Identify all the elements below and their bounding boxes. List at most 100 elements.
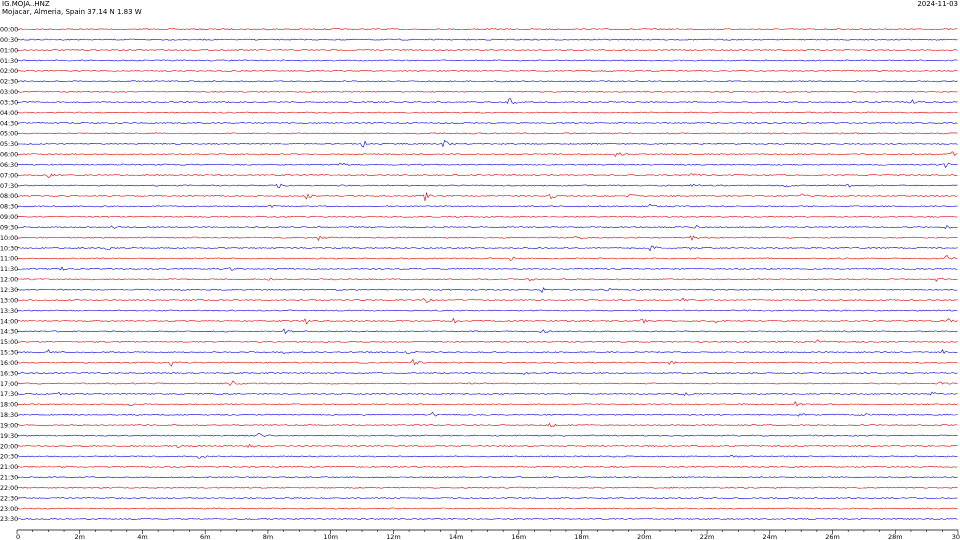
trace-row <box>16 235 958 242</box>
trace-row <box>16 497 958 500</box>
x-tick-label: 24m <box>762 533 777 540</box>
row-time-label: 00:30 <box>0 37 18 44</box>
trace-row <box>16 277 958 282</box>
trace-row <box>16 38 958 41</box>
time-axis: 0 2m 4m 6m 8m 10m 12m 14m 16m 18m 20m 22m 24m 26m 28m 3… <box>16 529 960 540</box>
row-time-label: 04:00 <box>0 110 18 117</box>
row-time-label: 23:00 <box>0 506 18 513</box>
row-time-label: 01:30 <box>0 58 18 65</box>
trace-row <box>16 192 958 202</box>
row-time-label: 03:00 <box>0 89 18 96</box>
trace-row <box>16 80 958 83</box>
x-tick-label: 30 <box>952 533 960 540</box>
trace-row <box>16 486 958 489</box>
trace-row <box>16 518 958 520</box>
row-time-label: 15:00 <box>0 339 18 346</box>
row-time-label: 20:30 <box>0 454 18 461</box>
trace-row <box>16 111 958 114</box>
trace-row <box>16 400 958 407</box>
row-time-label: 04:30 <box>0 120 18 127</box>
row-time-label: 02:00 <box>0 68 18 75</box>
trace-row <box>16 245 958 252</box>
trace-row <box>16 90 958 93</box>
trace-row <box>16 254 958 261</box>
trace-row <box>16 215 958 218</box>
trace-row <box>16 339 958 343</box>
row-time-label: 16:00 <box>0 360 18 367</box>
row-time-label: 18:00 <box>0 402 18 409</box>
trace-row <box>16 309 958 312</box>
row-time-label: 08:00 <box>0 193 18 200</box>
trace-row <box>16 358 958 367</box>
trace-row <box>16 173 958 178</box>
x-tick-label: 20m <box>637 533 652 540</box>
row-time-label: 18:30 <box>0 412 18 419</box>
x-tick-label: 22m <box>700 533 715 540</box>
trace-group <box>16 28 958 520</box>
row-time-label: 02:30 <box>0 79 18 86</box>
trace-row <box>16 28 958 31</box>
x-tick-label: 0 <box>16 533 20 540</box>
row-time-label: 05:30 <box>0 141 18 148</box>
station-code: IG.MOJA..HNZ <box>2 0 50 8</box>
trace-row <box>17 411 958 417</box>
row-time-label: 17:30 <box>0 391 18 398</box>
trace-row <box>16 151 958 158</box>
trace-row <box>16 132 958 135</box>
trace-row <box>16 98 958 105</box>
row-time-label: 20:00 <box>0 443 18 450</box>
row-time-label: 21:00 <box>0 464 18 471</box>
row-time-label: 21:30 <box>0 475 18 482</box>
x-tick-label: 16m <box>512 533 527 540</box>
trace-row <box>16 328 958 335</box>
trace-row <box>16 432 958 437</box>
row-time-label: 10:30 <box>0 245 18 252</box>
row-time-label: 03:30 <box>0 99 18 106</box>
row-time-label: 11:30 <box>0 266 18 273</box>
trace-row <box>17 49 958 51</box>
record-date: 2024-11-03 <box>917 0 958 8</box>
trace-row <box>16 349 958 355</box>
row-time-label: 14:00 <box>0 318 18 325</box>
trace-row <box>16 380 958 386</box>
x-tick-label: 10m <box>323 533 338 540</box>
row-time-label: 10:00 <box>0 235 18 242</box>
row-time-label: 15:30 <box>0 350 18 357</box>
row-time-label: 07:00 <box>0 172 18 179</box>
row-time-label: 08:30 <box>0 204 18 211</box>
trace-row <box>16 465 958 469</box>
trace-row <box>16 391 958 397</box>
row-time-label: 22:00 <box>0 485 18 492</box>
row-time-label: 06:30 <box>0 162 18 169</box>
row-time-label: 17:00 <box>0 381 18 388</box>
row-time-label: 19:30 <box>0 433 18 440</box>
trace-row <box>16 69 958 72</box>
row-time-label: 00:00 <box>0 27 18 34</box>
x-tick-label: 28m <box>888 533 903 540</box>
x-tick-label: 4m <box>137 533 147 540</box>
x-tick-label: 6m <box>200 533 210 540</box>
trace-row <box>16 122 958 124</box>
row-time-label: 22:30 <box>0 495 18 502</box>
trace-row <box>16 139 958 148</box>
x-tick-label: 2m <box>74 533 84 540</box>
trace-row <box>16 266 958 271</box>
trace-row <box>16 224 958 229</box>
x-tick-label: 12m <box>386 533 401 540</box>
trace-row <box>16 372 958 375</box>
trace-row <box>16 203 958 209</box>
trace-row <box>16 287 958 294</box>
x-tick-label: 18m <box>574 533 589 540</box>
row-time-label: 07:30 <box>0 183 18 190</box>
trace-row <box>16 422 958 428</box>
x-tick-label: 14m <box>449 533 464 540</box>
row-time-label: 06:00 <box>0 152 18 159</box>
trace-row <box>16 443 958 449</box>
row-time-label: 14:30 <box>0 329 18 336</box>
trace-row <box>16 454 958 459</box>
row-time-label: 13:00 <box>0 297 18 304</box>
row-time-label: 01:00 <box>0 47 18 54</box>
x-tick-label: 8m <box>263 533 273 540</box>
trace-row <box>16 183 958 189</box>
